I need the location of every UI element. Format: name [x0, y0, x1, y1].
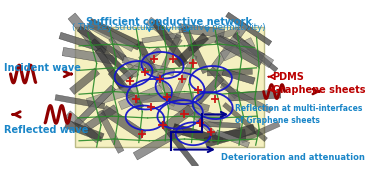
Polygon shape — [118, 85, 163, 110]
Polygon shape — [62, 47, 117, 65]
Polygon shape — [152, 19, 188, 67]
Polygon shape — [122, 56, 175, 76]
Polygon shape — [168, 100, 223, 125]
Polygon shape — [200, 121, 240, 128]
Polygon shape — [172, 124, 212, 143]
Polygon shape — [179, 24, 225, 38]
Polygon shape — [212, 129, 246, 142]
Polygon shape — [220, 83, 272, 113]
Polygon shape — [236, 39, 274, 68]
Polygon shape — [146, 17, 182, 47]
Polygon shape — [101, 105, 146, 139]
Text: Incident wave: Incident wave — [5, 63, 81, 73]
Polygon shape — [87, 20, 135, 52]
Polygon shape — [137, 93, 194, 103]
Polygon shape — [77, 26, 126, 61]
Polygon shape — [223, 102, 267, 142]
Polygon shape — [55, 95, 105, 109]
Polygon shape — [75, 27, 263, 147]
Polygon shape — [207, 69, 253, 76]
Text: ( The key structure for negative permittivity): ( The key structure for negative permitt… — [72, 23, 265, 32]
Polygon shape — [167, 95, 210, 111]
Polygon shape — [74, 85, 116, 126]
Polygon shape — [240, 121, 280, 143]
Polygon shape — [163, 105, 194, 131]
Polygon shape — [222, 68, 255, 84]
Polygon shape — [117, 47, 162, 84]
Polygon shape — [209, 67, 239, 99]
Polygon shape — [159, 121, 198, 169]
Polygon shape — [169, 55, 197, 107]
Polygon shape — [211, 22, 249, 70]
Polygon shape — [108, 69, 144, 110]
Polygon shape — [233, 33, 278, 72]
Polygon shape — [174, 33, 209, 67]
Polygon shape — [226, 12, 272, 46]
Polygon shape — [215, 130, 249, 147]
Polygon shape — [68, 13, 103, 52]
Polygon shape — [187, 27, 240, 51]
Polygon shape — [65, 120, 104, 142]
Text: Reflection at multi-interfaces
of Graphene sheets: Reflection at multi-interfaces of Graphe… — [235, 104, 363, 125]
Polygon shape — [88, 18, 141, 50]
Polygon shape — [181, 26, 209, 74]
Text: Sufficient conductive network: Sufficient conductive network — [86, 17, 252, 27]
Text: Reflected wave: Reflected wave — [5, 125, 89, 135]
Polygon shape — [91, 39, 134, 80]
Polygon shape — [84, 105, 118, 131]
Polygon shape — [97, 110, 124, 153]
Polygon shape — [136, 42, 158, 74]
Polygon shape — [195, 75, 224, 104]
Polygon shape — [204, 124, 256, 147]
Polygon shape — [156, 34, 181, 81]
Polygon shape — [86, 83, 139, 108]
Text: PDMS: PDMS — [272, 72, 304, 82]
Polygon shape — [220, 38, 255, 61]
Polygon shape — [95, 48, 125, 90]
Polygon shape — [142, 33, 181, 43]
Text: Deterioration and attenuation: Deterioration and attenuation — [222, 153, 365, 162]
Polygon shape — [218, 36, 265, 59]
Polygon shape — [192, 112, 223, 143]
Polygon shape — [59, 32, 107, 53]
Polygon shape — [228, 90, 281, 101]
Polygon shape — [109, 37, 139, 77]
Polygon shape — [65, 111, 101, 143]
Polygon shape — [70, 68, 100, 95]
Text: Graphene sheets: Graphene sheets — [272, 85, 366, 95]
Polygon shape — [139, 54, 175, 100]
Polygon shape — [215, 36, 263, 67]
Polygon shape — [133, 126, 184, 160]
